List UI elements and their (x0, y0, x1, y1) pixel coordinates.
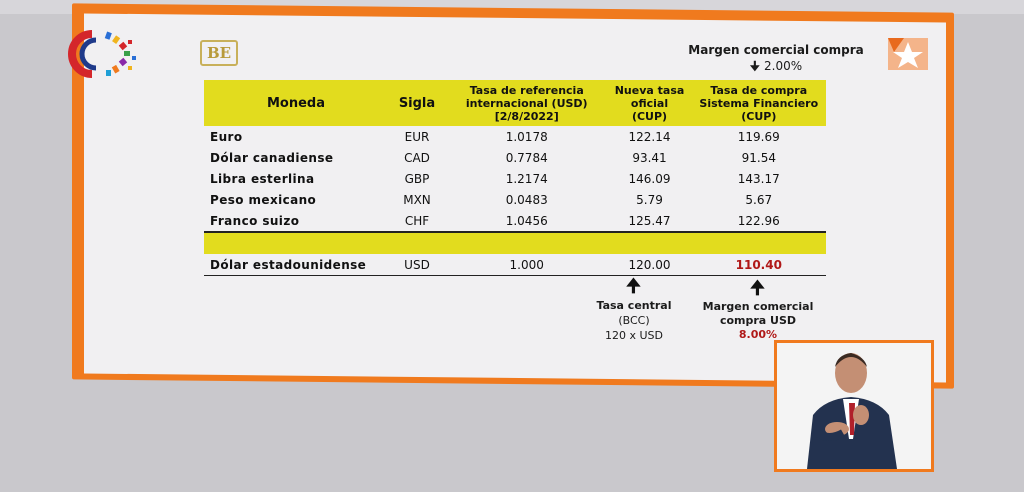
cell-ref: 1.000 (446, 254, 608, 276)
cell-ref: 0.7784 (505, 150, 548, 165)
central-rate-calc: 120 x USD (604, 329, 663, 342)
margin-compra-note: Margen comercial compra 🠋 2.00% (676, 42, 876, 74)
cell-ref: 1.2174 (505, 171, 548, 186)
sign-language-interpreter (774, 340, 934, 472)
col-header-ref: Tasa de referencia internacional (USD) [… (446, 80, 608, 126)
up-arrow-icon: 🠉 (750, 278, 765, 299)
col-header-sigla: Sigla (388, 80, 446, 126)
separator-cell (204, 231, 826, 254)
central-rate-sub: (BCC) (618, 314, 650, 327)
cell-compra: 91.54 (741, 150, 776, 165)
cell-oficial: 122.14 (628, 129, 671, 144)
interpreter-figure-icon (777, 343, 931, 469)
table-row: Dólar canadiense CAD 0.7784 93.41 91.54 (204, 147, 826, 168)
up-arrow-icon: 🠉 (626, 276, 641, 297)
cell-oficial: 5.79 (636, 192, 663, 207)
cell-sigla: CAD (404, 150, 430, 165)
cell-sigla: CHF (404, 213, 430, 228)
cell-moneda: Franco suizo (210, 213, 300, 228)
central-rate-title: Tasa central (596, 299, 672, 312)
down-arrow-icon: 🠋 (749, 59, 760, 73)
cell-compra: 143.17 (737, 171, 780, 186)
cell-moneda: Peso mexicano (210, 192, 317, 207)
cell-compra: 122.96 (737, 213, 780, 228)
central-rate-note: Tasa central (BCC) 120 x USD (584, 298, 684, 343)
col-header-moneda: Moneda (204, 80, 388, 126)
margin-compra-value: 2.00% (764, 59, 803, 73)
cell-sigla: USD (388, 254, 446, 276)
cell-oficial: 120.00 (607, 254, 692, 276)
margin-usd-title: Margen comercial compra USD (702, 300, 814, 327)
cell-compra: 110.40 (691, 254, 826, 276)
cell-moneda: Euro (210, 129, 243, 144)
margin-usd-value: 8.00% (738, 328, 778, 341)
table-header-row: Moneda Sigla Tasa de referencia internac… (204, 80, 826, 126)
cell-oficial: 93.41 (632, 150, 667, 165)
cell-oficial: 125.47 (628, 213, 671, 228)
star-logo-icon (888, 38, 928, 70)
exchange-rates-table: Moneda Sigla Tasa de referencia internac… (204, 80, 826, 276)
cell-ref: 0.0483 (505, 192, 548, 207)
table-row: Libra esterlina GBP 1.2174 146.09 143.17 (204, 168, 826, 189)
cell-ref: 1.0456 (505, 213, 548, 228)
cell-compra: 119.69 (737, 129, 780, 144)
margin-compra-label: Margen comercial compra (688, 43, 864, 57)
cell-sigla: GBP (404, 171, 430, 186)
cell-moneda: Dólar estadounidense (204, 254, 388, 276)
col-header-oficial: Nueva tasa oficial (CUP) (607, 80, 692, 126)
table-row: Franco suizo CHF 1.0456 125.47 122.96 (204, 210, 826, 232)
cell-ref: 1.0178 (505, 129, 548, 144)
cell-compra: 5.67 (745, 192, 773, 207)
channel-logo-icon (68, 30, 136, 78)
margin-usd-note: Margen comercial compra USD 8.00% (688, 300, 828, 342)
cell-sigla: EUR (404, 129, 430, 144)
cell-moneda: Dólar canadiense (210, 150, 334, 165)
table-row: Euro EUR 1.0178 122.14 119.69 (204, 126, 826, 147)
cell-oficial: 146.09 (628, 171, 671, 186)
table-row: Peso mexicano MXN 0.0483 5.79 5.67 (204, 189, 826, 210)
cell-moneda: Libra esterlina (210, 171, 315, 186)
usd-row: Dólar estadounidense USD 1.000 120.00 11… (204, 254, 826, 276)
bank-logo: BE (200, 40, 238, 66)
col-header-compra: Tasa de compra Sistema Financiero (CUP) (691, 80, 826, 126)
separator-row (204, 231, 826, 254)
cell-sigla: MXN (403, 192, 431, 207)
